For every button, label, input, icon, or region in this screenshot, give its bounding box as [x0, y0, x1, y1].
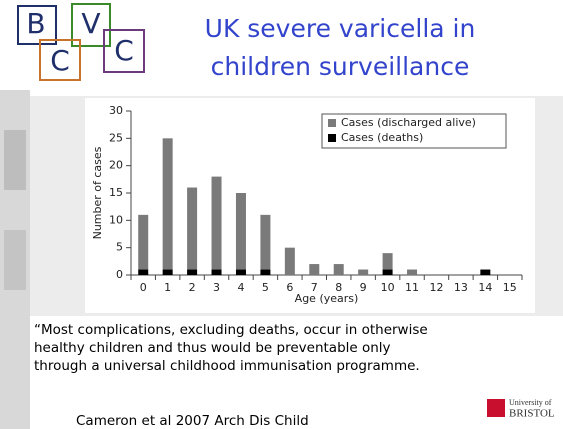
y-tick-label: 25: [109, 131, 123, 144]
bristol-mark: [487, 399, 505, 417]
logo-letter: B: [26, 7, 45, 40]
bar-segment: [162, 269, 173, 275]
x-tick-label: 7: [311, 281, 318, 294]
logo-letter: V: [81, 7, 100, 40]
bar-segment: [235, 193, 246, 270]
bar-segment: [407, 269, 418, 275]
y-axis-label: Number of cases: [91, 146, 104, 239]
bar-segment: [187, 269, 198, 275]
y-tick-label: 20: [109, 159, 123, 172]
x-tick-label: 10: [381, 281, 395, 294]
bar-segment: [358, 269, 369, 275]
legend-box: [321, 113, 507, 149]
y-tick-label: 10: [109, 213, 123, 226]
bar-segment: [187, 187, 198, 270]
x-tick-label: 15: [503, 281, 517, 294]
x-tick-label: 0: [140, 281, 147, 294]
university-line: BRISTOL: [509, 408, 555, 420]
logo-letter: C: [114, 34, 134, 67]
y-tick-label: 15: [109, 186, 123, 199]
logo-letter: C: [50, 44, 70, 77]
x-axis-label: Age (years): [295, 292, 359, 305]
bar-segment: [235, 269, 246, 275]
logo-box: [71, 3, 111, 47]
legend-swatch: [328, 134, 336, 142]
bar-segment: [284, 247, 295, 275]
y-tick-label: 0: [116, 268, 123, 281]
legend-swatch: [328, 119, 336, 127]
logo-box: [17, 5, 57, 45]
logo-box: [39, 39, 81, 81]
bar-segment: [382, 269, 393, 275]
bar-segment: [162, 138, 173, 270]
x-tick-label: 13: [454, 281, 468, 294]
y-tick-label: 5: [116, 241, 123, 254]
side-image: [4, 130, 26, 190]
bar-segment: [309, 264, 320, 275]
x-tick-label: 3: [213, 281, 220, 294]
x-tick-label: 9: [360, 281, 367, 294]
slide-title: children surveillance: [211, 52, 470, 81]
bar-segment: [333, 264, 344, 275]
bar-segment: [211, 269, 222, 275]
y-tick-label: 30: [109, 104, 123, 117]
slide-title: UK severe varicella in: [205, 14, 476, 43]
citation: Cameron et al 2007 Arch Dis Child: [76, 413, 309, 429]
bar-segment: [260, 269, 271, 275]
x-tick-label: 8: [335, 281, 342, 294]
bar-segment: [211, 176, 222, 270]
x-tick-label: 1: [164, 281, 171, 294]
side-image: [4, 230, 26, 290]
logo-box: [103, 29, 145, 73]
quote-line: through a universal childhood immunisati…: [34, 358, 420, 374]
x-tick-label: 11: [405, 281, 419, 294]
quote-line: “Most complications, excluding deaths, o…: [34, 322, 428, 338]
bar-segment: [382, 253, 393, 270]
x-tick-label: 12: [429, 281, 443, 294]
x-tick-label: 14: [478, 281, 492, 294]
x-tick-label: 2: [189, 281, 196, 294]
x-tick-label: 5: [262, 281, 269, 294]
bar-segment: [138, 269, 149, 275]
quote-line: healthy children and thus would be preve…: [34, 340, 391, 356]
bar-segment: [138, 214, 149, 270]
legend-label: Cases (discharged alive): [341, 116, 476, 129]
bar-segment: [260, 214, 271, 270]
x-tick-label: 4: [237, 281, 244, 294]
legend-label: Cases (deaths): [341, 131, 423, 144]
x-tick-label: 6: [286, 281, 293, 294]
bar-segment: [480, 269, 491, 275]
university-line: University of: [509, 398, 552, 407]
